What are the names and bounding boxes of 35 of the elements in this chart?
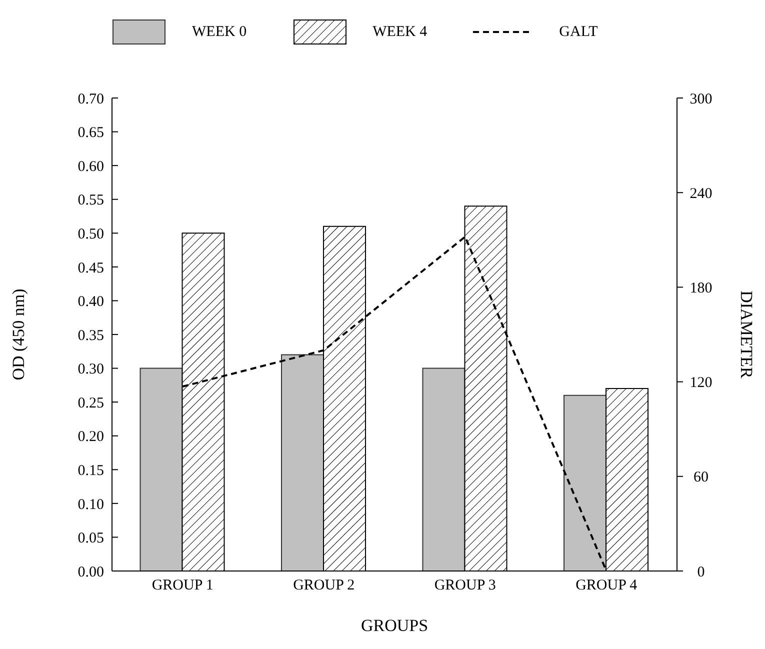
y-tick-label: 0.15 — [78, 462, 104, 479]
x-axis-title: GROUPS — [360, 616, 428, 635]
y-tick-label: 0.45 — [78, 260, 104, 276]
y-tick-label: 0.65 — [78, 125, 104, 142]
y-tick-label: 0.60 — [78, 158, 104, 175]
y-tick-label: 0.10 — [78, 496, 104, 513]
y-tick-label: 0.00 — [78, 564, 104, 580]
legend-label: WEEK 4 — [372, 24, 428, 40]
y-tick-label: 0.55 — [78, 192, 104, 209]
y2-tick-label: 300 — [690, 91, 712, 108]
y-tick-label: 0.35 — [78, 328, 104, 344]
legend-label: WEEK 0 — [192, 24, 247, 40]
y2-tick-label: 240 — [690, 186, 712, 202]
y-tick-label: 0.70 — [78, 91, 104, 108]
y-tick-label: 0.30 — [78, 362, 104, 378]
legend-label: GALT — [559, 24, 598, 40]
y-tick-label: 0.05 — [78, 530, 104, 547]
x-tick-label: GROUP 4 — [576, 578, 638, 594]
y-tick-label: 0.50 — [78, 226, 104, 242]
y-tick-label: 0.25 — [78, 395, 104, 412]
y2-tick-label: 60 — [694, 470, 708, 486]
y2-tick-label: 120 — [690, 375, 712, 392]
bar — [140, 368, 183, 571]
y2-tick-label: 180 — [690, 280, 712, 297]
y-tick-label: 0.40 — [78, 294, 104, 310]
y2-tick-label: 0 — [697, 564, 705, 580]
bar — [281, 354, 324, 571]
x-tick-label: GROUP 1 — [152, 578, 214, 594]
y-axis-title: OD (450 nm) — [9, 288, 28, 380]
y-tick-label: 0.20 — [78, 429, 104, 446]
y2-axis-title: DIAMETER — [736, 290, 756, 380]
x-tick-label: GROUP 2 — [293, 578, 355, 594]
bar — [422, 368, 466, 571]
bar — [564, 394, 606, 571]
x-tick-label: GROUP 3 — [434, 578, 496, 594]
